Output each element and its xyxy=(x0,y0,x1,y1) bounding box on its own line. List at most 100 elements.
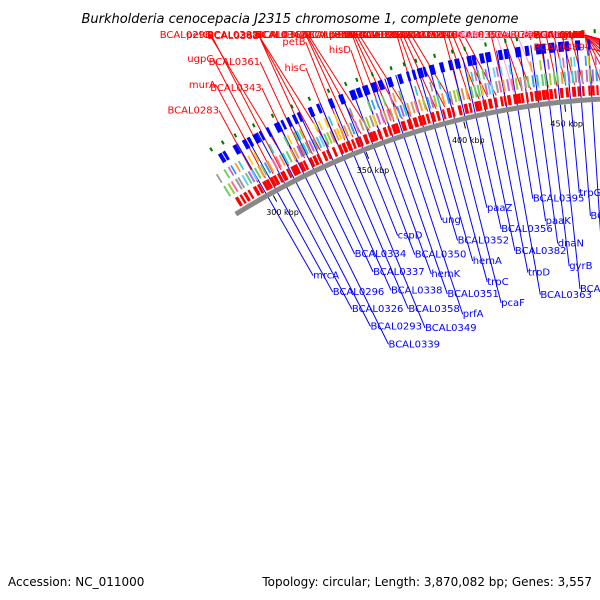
cog-feature xyxy=(464,87,470,100)
reverse-cds xyxy=(503,48,509,60)
label-connector xyxy=(584,34,600,48)
cog-feature xyxy=(335,127,343,140)
gene-label: apaG xyxy=(559,30,585,41)
gene-label: BCAL0420 xyxy=(533,30,585,41)
gene-label: BCAL0348 xyxy=(406,30,458,41)
reverse-cds xyxy=(397,73,404,85)
gene-label: BCAL0360 xyxy=(255,30,307,41)
cog-feature xyxy=(250,169,259,181)
rna-marker xyxy=(535,34,538,39)
rna-marker xyxy=(484,42,487,47)
reverse-cds xyxy=(327,98,336,109)
gene-label: BCAL0369 xyxy=(487,30,539,41)
gene-label: ung xyxy=(442,215,461,226)
forward-cds xyxy=(325,149,333,160)
gene-label: BCAL0283 xyxy=(167,106,219,117)
cog-feature xyxy=(437,79,442,90)
gene-label: petA xyxy=(329,30,352,41)
rna-marker xyxy=(290,104,294,109)
gene-label: BCAL0357 xyxy=(451,30,503,41)
label-connector xyxy=(351,34,387,125)
cog-feature xyxy=(327,116,334,127)
forward-cds xyxy=(549,88,554,100)
reverse-cds xyxy=(241,138,251,150)
gene-label: BCAL0437 xyxy=(533,30,585,41)
cog-feature xyxy=(413,100,419,113)
cog-feature xyxy=(585,69,589,82)
gene-label: BCAL0296 xyxy=(333,287,385,298)
rna-marker xyxy=(370,72,374,77)
forward-cds xyxy=(487,98,494,109)
cog-feature xyxy=(558,57,562,69)
gene-label: BCAL0342 xyxy=(254,30,306,41)
forward-cds xyxy=(478,100,483,111)
forward-cds xyxy=(417,115,424,127)
cog-feature xyxy=(556,72,560,85)
cog-feature xyxy=(388,108,395,121)
gene-label: BCAL0377 xyxy=(396,30,448,41)
cog-feature xyxy=(292,147,300,159)
rna-marker xyxy=(402,62,406,67)
forward-cds xyxy=(577,86,581,97)
reverse-cds xyxy=(386,76,395,88)
cog-feature xyxy=(479,83,485,97)
cog-feature xyxy=(312,138,319,150)
rna-marker xyxy=(450,49,454,54)
cog-feature xyxy=(510,78,515,91)
label-connector xyxy=(305,41,346,141)
cog-feature xyxy=(281,152,290,165)
label-connector xyxy=(576,40,591,216)
reverse-cds xyxy=(338,93,347,105)
cog-feature xyxy=(237,160,245,171)
cog-feature xyxy=(414,85,419,96)
gene-label: BCAL0410 xyxy=(401,30,453,41)
gene-label: BCAL0441 xyxy=(533,30,585,41)
gene-label: BCAL0386 xyxy=(257,30,309,41)
cog-feature xyxy=(274,156,283,168)
label-connector xyxy=(319,102,409,310)
gene-label: BCAL0393 xyxy=(533,30,585,41)
forward-cds xyxy=(367,131,376,143)
cog-feature xyxy=(391,92,397,103)
gene-label: dnaN xyxy=(558,238,584,249)
forward-cds xyxy=(350,138,357,150)
topology-text: Topology: circular; Length: 3,870,082 bp… xyxy=(261,575,592,589)
rna-marker xyxy=(515,37,519,42)
cog-feature xyxy=(333,129,340,141)
forward-cds xyxy=(247,189,255,200)
gene-label: BCAL0327 xyxy=(348,30,400,41)
rna-marker xyxy=(270,113,275,119)
reverse-cds xyxy=(265,126,273,138)
gene-label: BCAL0334 xyxy=(355,249,407,260)
cog-feature xyxy=(386,109,392,122)
rna-marker xyxy=(233,133,238,138)
forward-cds xyxy=(391,123,398,135)
reverse-cds xyxy=(428,64,437,76)
gene-label: BCAL0343 xyxy=(210,83,262,94)
rna-marker xyxy=(433,53,437,59)
scale-tick-mark xyxy=(272,195,278,202)
gene-label: gyrB xyxy=(569,261,592,272)
cog-feature xyxy=(523,76,528,89)
gene-label: BCAL0443 xyxy=(533,30,585,41)
cog-feature xyxy=(313,122,319,133)
cog-feature xyxy=(552,72,557,85)
cog-feature xyxy=(506,79,511,92)
cog-feature xyxy=(263,162,272,174)
gene-label: dsbC xyxy=(521,30,546,41)
cog-feature xyxy=(366,101,373,112)
reverse-cds xyxy=(361,84,371,96)
rna-marker xyxy=(503,38,507,44)
gene-label: tRNA_50 xyxy=(542,30,585,41)
reverse-cds xyxy=(438,61,446,73)
cog-feature xyxy=(329,130,336,143)
gene-label: BCAL0339 xyxy=(389,339,441,350)
gene-label: BCAL0352 xyxy=(458,235,510,246)
gene-label: def xyxy=(569,30,586,41)
cog-feature xyxy=(348,107,355,118)
reverse-cds xyxy=(447,60,453,71)
reverse-cds xyxy=(258,130,266,141)
cog-feature xyxy=(435,94,441,107)
gene-label: trmE xyxy=(547,30,571,41)
cog-feature xyxy=(406,102,412,115)
